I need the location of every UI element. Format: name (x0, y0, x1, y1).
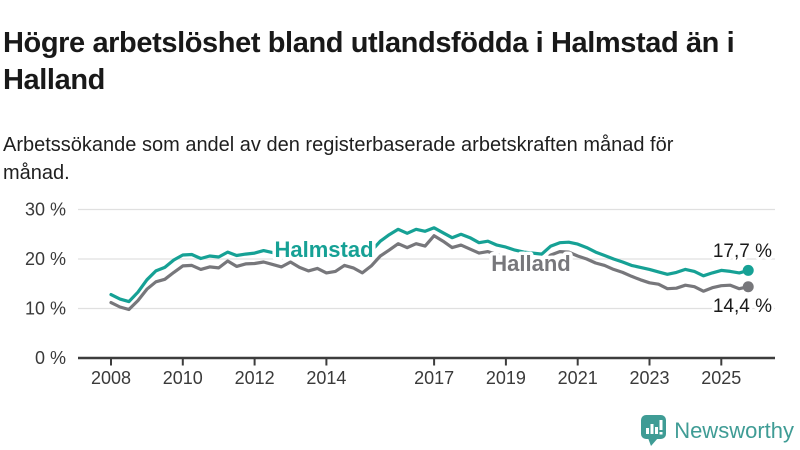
x-tick-label: 2014 (306, 368, 346, 388)
end-value-label-halland: 14,4 % (713, 296, 772, 317)
x-tick-label: 2021 (558, 368, 598, 388)
series-label-halland: Halland (491, 251, 570, 276)
x-tick-label: 2010 (163, 368, 203, 388)
series-line-halland (109, 234, 750, 312)
series-label-halmstad: Halmstad (274, 237, 373, 262)
y-tick-label: 0 % (35, 348, 66, 368)
x-tick-label: 2008 (91, 368, 131, 388)
x-tick-label: 2017 (414, 368, 454, 388)
y-tick-label: 20 % (25, 249, 66, 269)
series-label-halmstad: Halmstad (274, 237, 373, 262)
end-value-label-halland: 14,4 % (713, 296, 772, 317)
series-label-halland: Halland (491, 251, 570, 276)
chart-subtitle: Arbetssökande som andel av den registerb… (3, 134, 674, 184)
y-tick-label: 30 % (25, 200, 66, 220)
page-title: Högre arbetslöshet bland utlandsfödda i … (3, 27, 735, 96)
end-value-label-halmstad: 17,7 % (713, 241, 772, 262)
newsworthy-bubble-icon (641, 415, 667, 446)
brand-logo: Newsworthy (640, 414, 794, 447)
end-value-label-halmstad: 17,7 % (713, 241, 772, 262)
x-tick-label: 2012 (235, 368, 275, 388)
series-end-dot-halmstad (742, 264, 754, 276)
x-tick-label: 2019 (486, 368, 526, 388)
brand-name: Newsworthy (674, 417, 794, 443)
x-tick-label: 2025 (701, 368, 741, 388)
x-tick-label: 2023 (629, 368, 669, 388)
y-tick-label: 10 % (25, 299, 66, 319)
series-line-halmstad (109, 226, 750, 304)
series-end-dot-halland (742, 281, 754, 293)
